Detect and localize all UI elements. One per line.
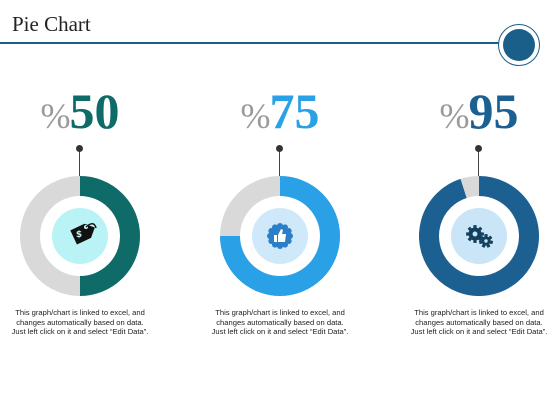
- chart-3-connector: [478, 148, 479, 178]
- chart-3-value: 95: [468, 83, 519, 139]
- chart-1-description: This graph/chart is linked to excel, and…: [11, 308, 149, 337]
- chart-1-donut: $: [20, 176, 140, 296]
- chart-3-donut: [419, 176, 539, 296]
- price-tag-icon: $: [70, 223, 97, 245]
- gears-icon: [466, 225, 494, 248]
- chart-1-value: 50: [69, 83, 120, 139]
- chart-1-connector: [79, 148, 80, 178]
- percent-sign: %: [240, 96, 271, 136]
- page-title: Pie Chart: [12, 12, 91, 36]
- percent-sign: %: [439, 96, 470, 136]
- percent-sign: %: [40, 96, 71, 136]
- chart-1-connector-dot: [76, 145, 83, 152]
- chart-2-description: This graph/chart is linked to excel, and…: [211, 308, 349, 337]
- chart-3-arc: [419, 176, 539, 296]
- chart-2-connector: [279, 148, 280, 178]
- chart-3-value-label: %95: [414, 86, 544, 136]
- chart-1-arc: [79, 176, 140, 296]
- chart-1-value-label: %50: [15, 86, 145, 136]
- chart-2-value: 75: [269, 83, 320, 139]
- chart-2-arc: [220, 176, 340, 296]
- corner-badge: [498, 24, 540, 66]
- chart-3-description: This graph/chart is linked to excel, and…: [410, 308, 548, 337]
- corner-badge-dot: [503, 29, 535, 61]
- chart-2-value-label: %75: [215, 86, 345, 136]
- title-rule: [0, 42, 500, 44]
- chart-2-connector-dot: [276, 145, 283, 152]
- thumbs-up-badge-icon: [267, 223, 293, 249]
- svg-text:$: $: [76, 230, 82, 240]
- chart-2-donut: [220, 176, 340, 296]
- chart-3-connector-dot: [475, 145, 482, 152]
